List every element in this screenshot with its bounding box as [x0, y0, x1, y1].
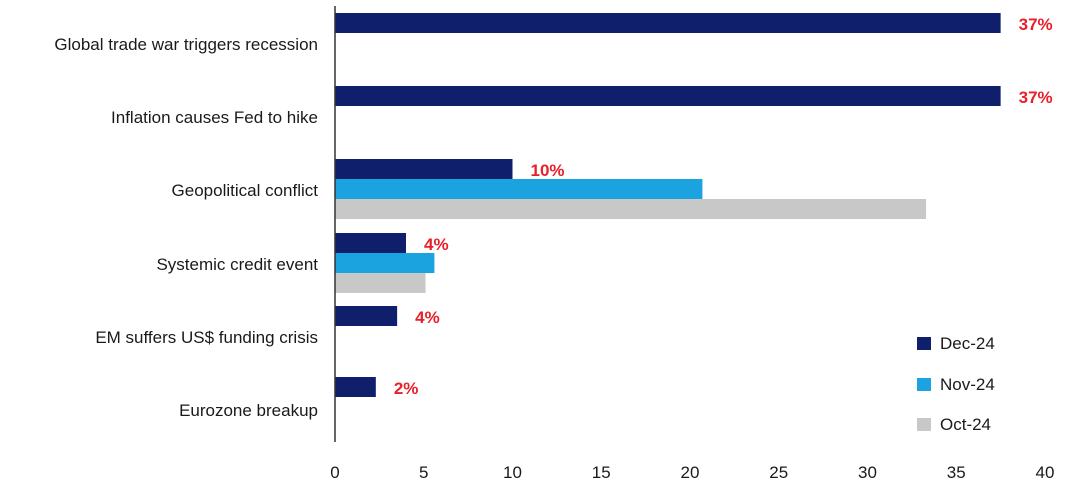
x-tick-label: 5: [419, 463, 428, 482]
category-label: Geopolitical conflict: [172, 181, 319, 200]
bar-dec-24: [335, 13, 1001, 33]
data-label: 37%: [1019, 88, 1053, 107]
x-tick-label: 10: [503, 463, 522, 482]
category-label: Systemic credit event: [156, 255, 318, 274]
bar-dec-24: [335, 159, 513, 179]
category-label: Global trade war triggers recession: [54, 35, 318, 54]
x-tick-label: 35: [947, 463, 966, 482]
bar-nov-24: [335, 253, 435, 273]
legend-label: Nov-24: [940, 375, 995, 394]
bar-nov-24: [335, 179, 703, 199]
bar-oct-24: [335, 199, 927, 219]
data-label: 4%: [424, 235, 449, 254]
data-label: 4%: [415, 308, 440, 327]
data-label: 10%: [531, 161, 565, 180]
x-tick-label: 15: [592, 463, 611, 482]
bar-dec-24: [335, 86, 1001, 106]
x-tick-label: 25: [769, 463, 788, 482]
bar-dec-24: [335, 377, 376, 397]
bar-oct-24: [335, 273, 426, 293]
category-label: EM suffers US$ funding crisis: [95, 328, 318, 347]
bar-dec-24: [335, 233, 406, 253]
x-tick-label: 20: [681, 463, 700, 482]
x-tick-label: 40: [1036, 463, 1055, 482]
legend-swatch-nov-24: [917, 378, 931, 391]
data-label: 37%: [1019, 15, 1053, 34]
legend-label: Oct-24: [940, 415, 991, 434]
category-label: Inflation causes Fed to hike: [111, 108, 318, 127]
bar-dec-24: [335, 306, 398, 326]
category-label: Eurozone breakup: [179, 401, 318, 420]
x-tick-label: 0: [330, 463, 339, 482]
legend-swatch-dec-24: [917, 337, 931, 350]
legend-swatch-oct-24: [917, 418, 931, 431]
x-tick-label: 30: [858, 463, 877, 482]
legend-label: Dec-24: [940, 334, 995, 353]
data-label: 2%: [394, 379, 419, 398]
